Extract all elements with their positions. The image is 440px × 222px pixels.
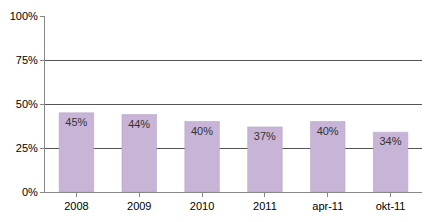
svg-text:100%: 100% [10, 10, 38, 22]
svg-text:45%: 45% [65, 116, 87, 128]
svg-text:2011: 2011 [253, 200, 277, 212]
svg-text:2008: 2008 [64, 200, 88, 212]
svg-text:34%: 34% [379, 135, 401, 147]
svg-text:75%: 75% [16, 54, 38, 66]
svg-text:2009: 2009 [127, 200, 151, 212]
svg-text:50%: 50% [16, 98, 38, 110]
svg-text:40%: 40% [317, 125, 339, 137]
svg-text:40%: 40% [191, 125, 213, 137]
svg-text:37%: 37% [254, 130, 276, 142]
svg-text:25%: 25% [16, 142, 38, 154]
svg-text:2010: 2010 [190, 200, 214, 212]
svg-text:0%: 0% [22, 186, 38, 198]
svg-text:apr-11: apr-11 [312, 200, 343, 212]
svg-text:44%: 44% [128, 118, 150, 130]
svg-text:okt-11: okt-11 [376, 200, 406, 212]
